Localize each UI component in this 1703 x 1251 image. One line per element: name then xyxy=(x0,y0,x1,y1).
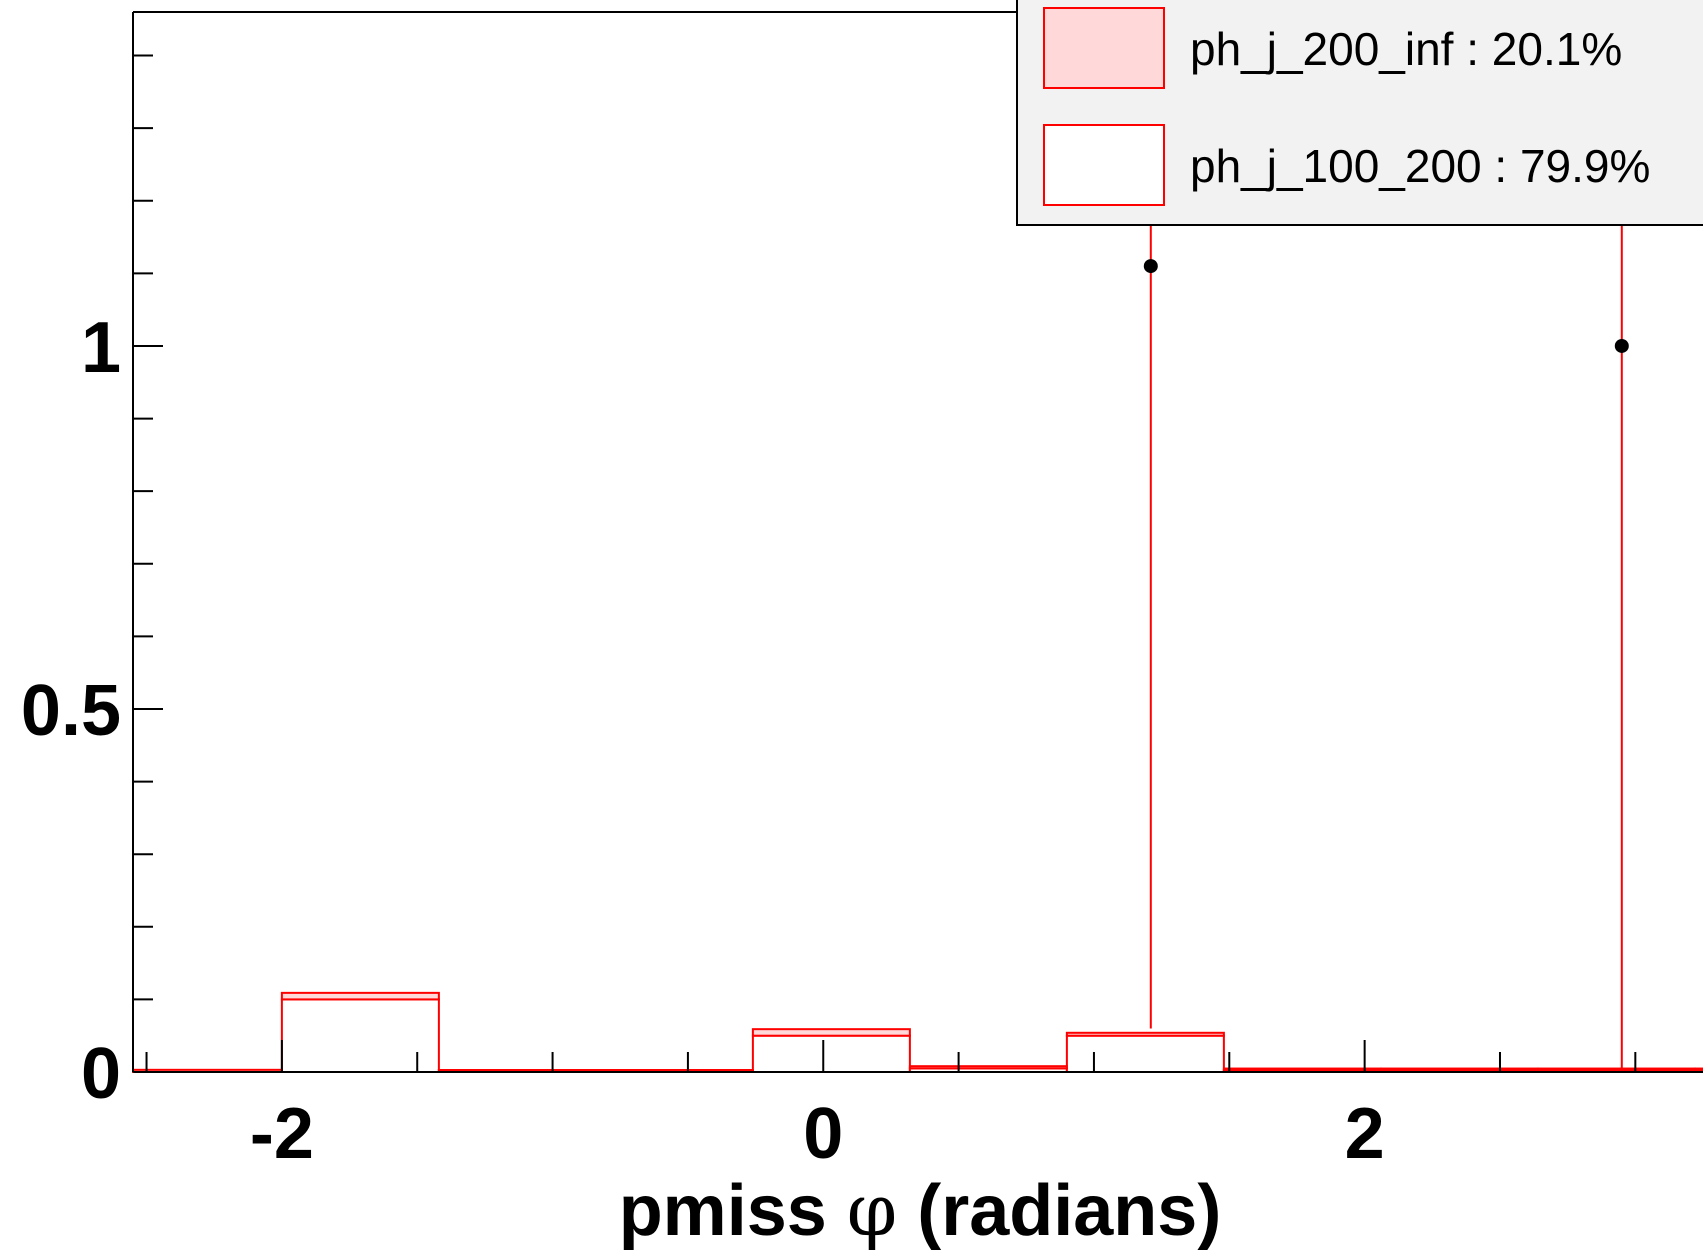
bar-ph_j_200_inf-bin-8 xyxy=(1379,1067,1539,1072)
data-point-0 xyxy=(1143,259,1158,274)
bar-ph_j_200_inf-bin-7 xyxy=(1222,1067,1382,1072)
x-tick-label: 2 xyxy=(1345,1094,1385,1174)
bar-ph_j_200_inf-bin-1 xyxy=(280,991,440,1001)
y-tick-label: 1 xyxy=(81,308,121,388)
x-axis-title: pmiss φ (radians) xyxy=(619,1168,1222,1251)
bar-ph_j_100_200-bin-1 xyxy=(280,998,440,1074)
legend-label-0: ph_j_200_inf : 20.1% xyxy=(1190,23,1622,75)
bar-ph_j_200_inf-bin-4 xyxy=(751,1028,911,1037)
bar-ph_j_200_inf-bin-10 xyxy=(1693,1067,1703,1072)
x-axis-title-symbol: φ xyxy=(847,1168,897,1251)
bar-ph_j_200_inf-bin-5 xyxy=(908,1065,1068,1070)
data-point-1 xyxy=(1614,338,1629,353)
legend: ph_j_200_inf : 20.1% ph_j_100_200 : 79.9% xyxy=(1016,0,1703,226)
y-tick-label: 0.5 xyxy=(21,671,121,751)
bar-ph_j_200_inf-bin-9 xyxy=(1536,1067,1696,1072)
bar-ph_j_100_200-bin-6 xyxy=(1065,1034,1225,1073)
legend-swatch-1 xyxy=(1043,124,1165,206)
bar-ph_j_200_inf-bin-6 xyxy=(1065,1031,1225,1037)
x-axis-title-prefix: pmiss xyxy=(619,1171,827,1251)
legend-swatch-0 xyxy=(1043,7,1165,89)
x-tick-label: 0 xyxy=(803,1094,843,1174)
y-tick-label: 0 xyxy=(81,1034,121,1114)
x-tick-label: -2 xyxy=(250,1094,314,1174)
bar-ph_j_100_200-bin-4 xyxy=(751,1034,911,1073)
legend-label-1: ph_j_100_200 : 79.9% xyxy=(1190,140,1650,192)
x-axis-title-suffix: (radians) xyxy=(917,1171,1221,1251)
